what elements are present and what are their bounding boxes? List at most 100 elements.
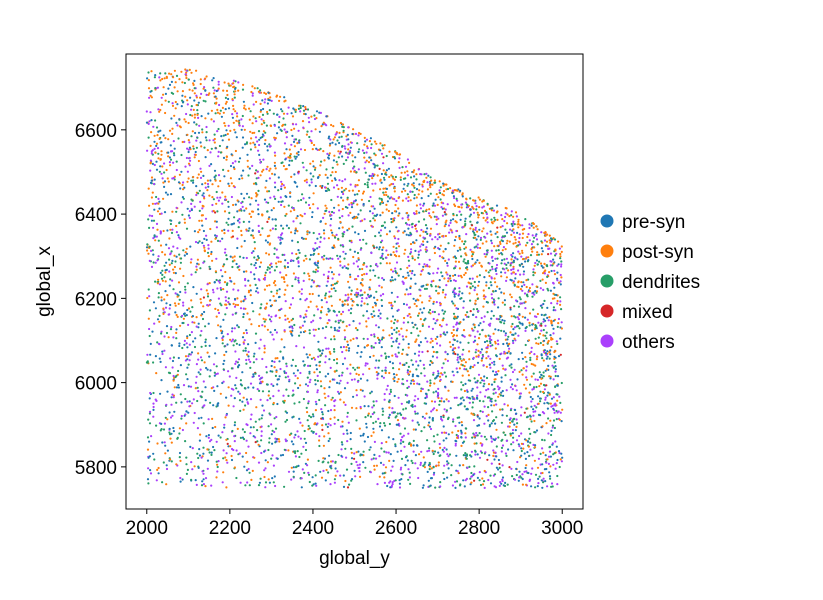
data-point-post-syn [148,204,151,207]
data-point-pre-syn [509,278,512,281]
data-point-pre-syn [526,440,530,443]
data-point-pre-syn [297,265,300,268]
data-point-pre-syn [220,135,223,138]
data-point-pre-syn [236,210,239,213]
data-point-pre-syn [455,454,458,457]
data-point-pre-syn [153,178,156,181]
data-point-others [475,316,478,319]
data-point-dendrites [455,197,458,200]
data-point-others [549,252,553,255]
data-point-dendrites [236,266,239,269]
data-point-others [458,287,461,290]
data-point-post-syn [328,144,331,147]
data-point-pre-syn [494,328,497,331]
data-point-post-syn [157,466,160,470]
data-point-post-syn [376,336,379,339]
data-point-pre-syn [426,227,429,230]
data-point-others [328,210,331,213]
data-point-post-syn [474,302,477,305]
data-point-others [465,285,469,288]
data-point-pre-syn [552,309,555,312]
data-point-post-syn [498,357,501,360]
data-point-pre-syn [245,192,249,195]
data-point-post-syn [284,288,287,291]
data-point-others [200,456,203,459]
data-point-dendrites [307,473,311,476]
data-point-post-syn [193,156,196,159]
data-point-pre-syn [276,438,279,441]
data-point-pre-syn [278,295,281,298]
data-point-post-syn [460,206,463,209]
data-point-post-syn [357,366,361,369]
data-point-others [350,203,354,206]
data-point-post-syn [483,294,486,297]
data-point-post-syn [351,189,354,192]
data-point-dendrites [510,475,514,478]
data-point-post-syn [479,442,482,445]
data-point-others [489,366,492,369]
data-point-post-syn [211,259,214,262]
data-point-pre-syn [500,391,503,394]
data-point-dendrites [424,224,428,227]
data-point-others [358,238,362,242]
data-point-post-syn [262,317,265,320]
data-point-post-syn [326,322,329,325]
data-point-post-syn [460,421,463,424]
data-point-dendrites [290,159,294,162]
data-point-others [436,395,439,398]
data-point-post-syn [168,263,171,266]
data-point-others [186,400,189,403]
data-point-post-syn [328,152,331,155]
data-point-post-syn [146,448,150,451]
data-point-post-syn [194,153,197,156]
data-point-post-syn [339,398,342,401]
data-point-dendrites [274,224,277,227]
data-point-post-syn [200,314,203,317]
data-point-post-syn [361,192,365,195]
data-point-others [305,181,308,184]
data-point-post-syn [176,295,179,298]
data-point-dendrites [335,160,338,163]
data-point-post-syn [242,83,245,86]
data-point-dendrites [344,299,347,302]
data-point-pre-syn [373,296,376,299]
data-point-others [221,481,224,484]
data-point-others [364,362,367,365]
data-point-post-syn [541,425,544,428]
data-point-dendrites [297,107,300,110]
data-point-post-syn [197,159,200,163]
data-point-post-syn [340,313,343,316]
data-point-dendrites [334,236,337,239]
data-point-mixed [540,324,543,327]
data-point-post-syn [472,228,475,231]
data-point-pre-syn [407,234,410,237]
data-point-pre-syn [349,431,352,435]
data-point-post-syn [414,227,417,230]
data-point-others [183,140,186,143]
data-point-others [307,116,310,119]
data-point-post-syn [200,170,203,173]
data-point-others [420,270,423,273]
data-point-post-syn [224,270,227,274]
data-point-others [273,430,276,434]
data-point-pre-syn [173,410,176,413]
data-point-dendrites [273,247,276,250]
data-point-pre-syn [427,194,430,198]
data-point-others [308,381,311,384]
data-point-dendrites [313,252,316,255]
data-point-post-syn [149,161,152,164]
data-point-post-syn [186,133,189,136]
data-point-post-syn [349,339,352,342]
data-point-dendrites [148,422,152,425]
data-point-others [357,466,360,470]
data-point-others [318,435,321,438]
data-point-others [359,220,362,223]
data-point-post-syn [331,171,334,174]
data-point-others [476,246,479,249]
data-point-others [199,200,202,203]
data-point-post-syn [512,271,516,274]
data-point-dendrites [182,197,185,200]
data-point-others [345,456,348,459]
data-point-others [365,151,368,154]
data-point-pre-syn [230,458,234,462]
